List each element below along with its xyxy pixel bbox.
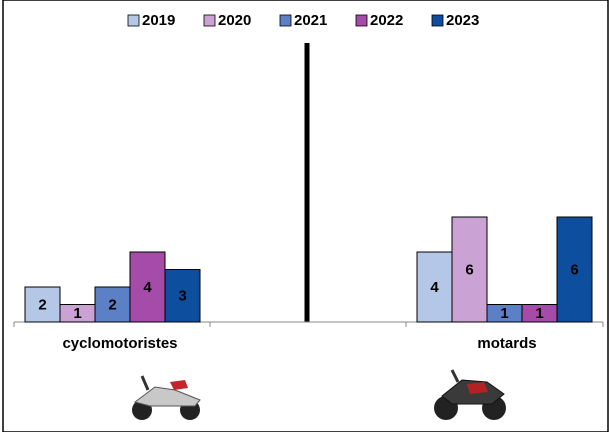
x-tick-label: cyclomotoristes (62, 335, 177, 352)
data-label: 1 (500, 305, 508, 322)
bar (556, 216, 593, 323)
data-label: 4 (143, 279, 152, 296)
bar (164, 269, 201, 323)
bar (451, 216, 488, 323)
data-label: 4 (430, 279, 439, 296)
legend-label: 2022 (370, 12, 403, 29)
legend-swatch (203, 14, 216, 27)
legend-label: 2021 (294, 12, 327, 29)
data-label: 2 (38, 296, 46, 313)
motorcycle-icon (434, 369, 506, 420)
x-tick-label: motards (477, 335, 536, 352)
bar (129, 251, 166, 323)
data-label: 1 (73, 305, 81, 322)
data-label: 1 (535, 305, 543, 322)
bar (94, 286, 131, 323)
bar (416, 251, 453, 323)
legend-swatch (431, 14, 444, 27)
data-label: 2 (108, 296, 116, 313)
legend-label: 2023 (446, 12, 479, 29)
legend-swatch (355, 14, 368, 27)
data-label: 3 (178, 288, 186, 305)
legend-swatch (127, 14, 140, 27)
data-label: 6 (570, 261, 578, 278)
data-label: 6 (465, 261, 473, 278)
bar (24, 286, 61, 323)
legend-swatch (279, 14, 292, 27)
legend-label: 2020 (218, 12, 251, 29)
scooter-icon (132, 375, 201, 420)
legend-label: 2019 (142, 12, 175, 29)
